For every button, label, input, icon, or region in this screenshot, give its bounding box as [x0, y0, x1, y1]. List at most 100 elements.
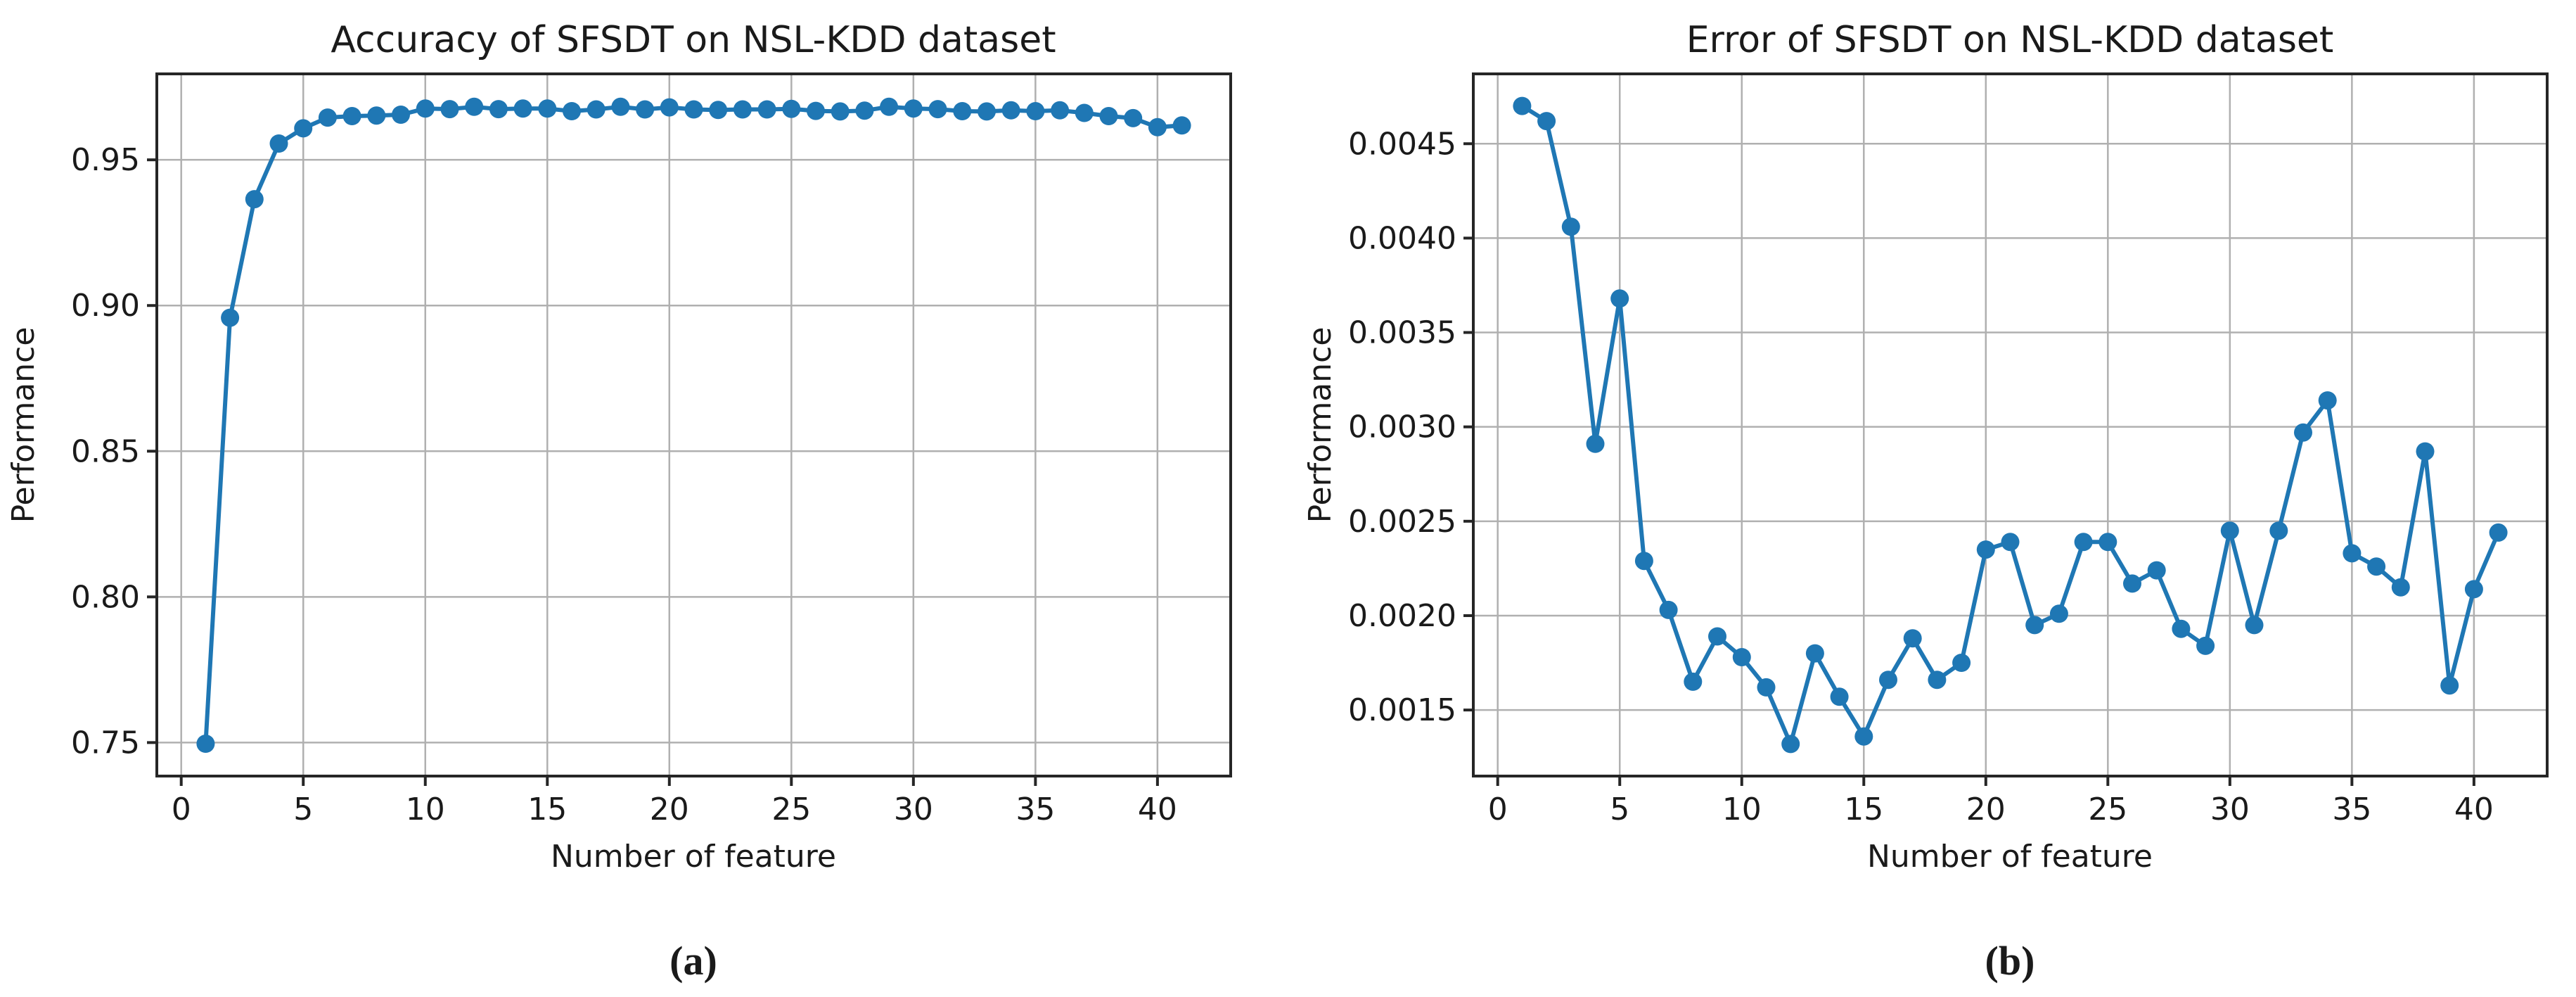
data-point — [2294, 423, 2312, 442]
data-point — [489, 100, 508, 119]
data-point — [1634, 552, 1653, 571]
error-gridlines — [1473, 74, 2547, 776]
data-point — [2245, 616, 2264, 635]
x-tick-label: 25 — [2088, 792, 2127, 827]
data-point — [342, 107, 361, 125]
data-point — [465, 97, 484, 116]
data-point — [2440, 676, 2459, 695]
data-point — [2391, 578, 2410, 597]
error-chart-title: Error of SFSDT on NSL-KDD dataset — [1686, 19, 2334, 61]
accuracy-data-series — [196, 97, 1191, 753]
data-point — [636, 100, 655, 119]
data-point — [513, 99, 532, 118]
data-point — [1659, 600, 1678, 619]
error-x-axis-label: Number of feature — [1867, 839, 2153, 875]
accuracy-chart-title: Accuracy of SFSDT on NSL-KDD dataset — [331, 19, 1056, 61]
data-point — [1001, 101, 1020, 120]
data-point — [1513, 96, 1532, 115]
data-point — [1561, 217, 1580, 236]
y-tick-label: 0.85 — [71, 433, 140, 469]
caption-b: (b) — [1985, 938, 2035, 984]
data-point — [928, 100, 947, 119]
data-point — [1099, 107, 1118, 125]
data-point — [2049, 604, 2068, 623]
y-tick-label: 0.0045 — [1348, 126, 1456, 162]
data-point — [1854, 727, 1873, 746]
x-tick-label: 30 — [894, 792, 933, 827]
data-point — [733, 100, 752, 119]
x-tick-label: 0 — [172, 792, 191, 827]
data-point — [1051, 101, 1070, 120]
data-point — [2025, 616, 2044, 635]
data-point — [855, 101, 874, 120]
data-point — [2464, 580, 2483, 599]
accuracy-panel: 0 5 10 15 20 25 30 35 40 0.75 0.80 0.85 0.90 0.95 Acc… — [0, 0, 1287, 997]
data-point — [587, 100, 605, 119]
accuracy-axis-ticks: 0 5 10 15 20 25 30 35 40 0.75 0.80 0.85 0.90 0.95 — [71, 142, 1177, 827]
data-point — [2098, 533, 2117, 552]
error-axis-ticks: 0 5 10 15 20 25 30 35 40 0.0015 0.0020 0.0025 0.0030… — [1348, 126, 2494, 827]
y-tick-label: 0.0015 — [1348, 692, 1456, 728]
data-point — [2367, 557, 2386, 576]
x-tick-label: 5 — [1610, 792, 1629, 827]
x-tick-label: 35 — [1015, 792, 1055, 827]
data-point — [245, 190, 264, 209]
y-tick-label: 0.90 — [71, 288, 140, 324]
y-tick-label: 0.0030 — [1348, 409, 1456, 445]
y-tick-label: 0.0035 — [1348, 315, 1456, 351]
data-point — [953, 102, 972, 120]
data-point — [221, 308, 240, 327]
data-point — [831, 102, 850, 121]
data-point — [196, 735, 215, 753]
x-tick-label: 30 — [2210, 792, 2250, 827]
data-point — [1830, 687, 1849, 706]
x-tick-label: 15 — [527, 792, 567, 827]
y-tick-label: 0.95 — [71, 142, 140, 178]
x-tick-label: 40 — [1138, 792, 1177, 827]
data-point — [1537, 112, 1556, 131]
data-point — [904, 99, 923, 118]
data-point — [757, 100, 776, 119]
data-point — [1928, 671, 1947, 690]
data-point — [1952, 654, 1971, 672]
y-tick-label: 0.75 — [71, 725, 140, 761]
y-tick-label: 0.80 — [71, 579, 140, 615]
x-tick-label: 5 — [293, 792, 313, 827]
data-point — [2343, 544, 2362, 563]
data-point — [1075, 103, 1094, 122]
data-point — [1026, 102, 1045, 120]
data-point — [2001, 533, 2020, 552]
data-point — [709, 101, 728, 120]
plot-border — [1472, 72, 2549, 777]
data-point — [1586, 434, 1605, 453]
x-tick-label: 10 — [1722, 792, 1762, 827]
error-data-series — [1513, 96, 2508, 754]
data-point — [611, 97, 630, 116]
x-tick-label: 20 — [650, 792, 689, 827]
data-point — [269, 134, 288, 153]
data-point — [1732, 648, 1751, 666]
x-tick-label: 35 — [2332, 792, 2371, 827]
x-tick-label: 20 — [1966, 792, 2006, 827]
accuracy-chart: 0 5 10 15 20 25 30 35 40 0.75 0.80 0.85 0.90 0.95 Acc… — [6, 19, 1232, 984]
data-point — [2196, 636, 2215, 655]
data-point — [1708, 627, 1726, 646]
y-tick-label: 0.0025 — [1348, 504, 1456, 540]
x-tick-label: 0 — [1488, 792, 1508, 827]
error-y-axis-label: Performance — [1302, 327, 1338, 523]
data-point — [392, 106, 410, 124]
data-point — [440, 100, 459, 119]
data-point — [2123, 574, 2141, 593]
y-tick-label: 0.0020 — [1348, 598, 1456, 634]
x-tick-label: 10 — [406, 792, 445, 827]
data-point — [1976, 540, 1995, 559]
data-point — [2269, 521, 2288, 540]
error-plot-frame — [1472, 72, 2549, 777]
data-point — [684, 100, 703, 119]
x-tick-label: 40 — [2454, 792, 2494, 827]
error-panel: 0 5 10 15 20 25 30 35 40 0.0015 0.0020 0.0025 0.0030… — [1287, 0, 2576, 997]
data-point — [782, 99, 801, 118]
data-point — [2172, 619, 2191, 638]
data-point — [1903, 629, 1922, 648]
x-tick-label: 15 — [1844, 792, 1883, 827]
